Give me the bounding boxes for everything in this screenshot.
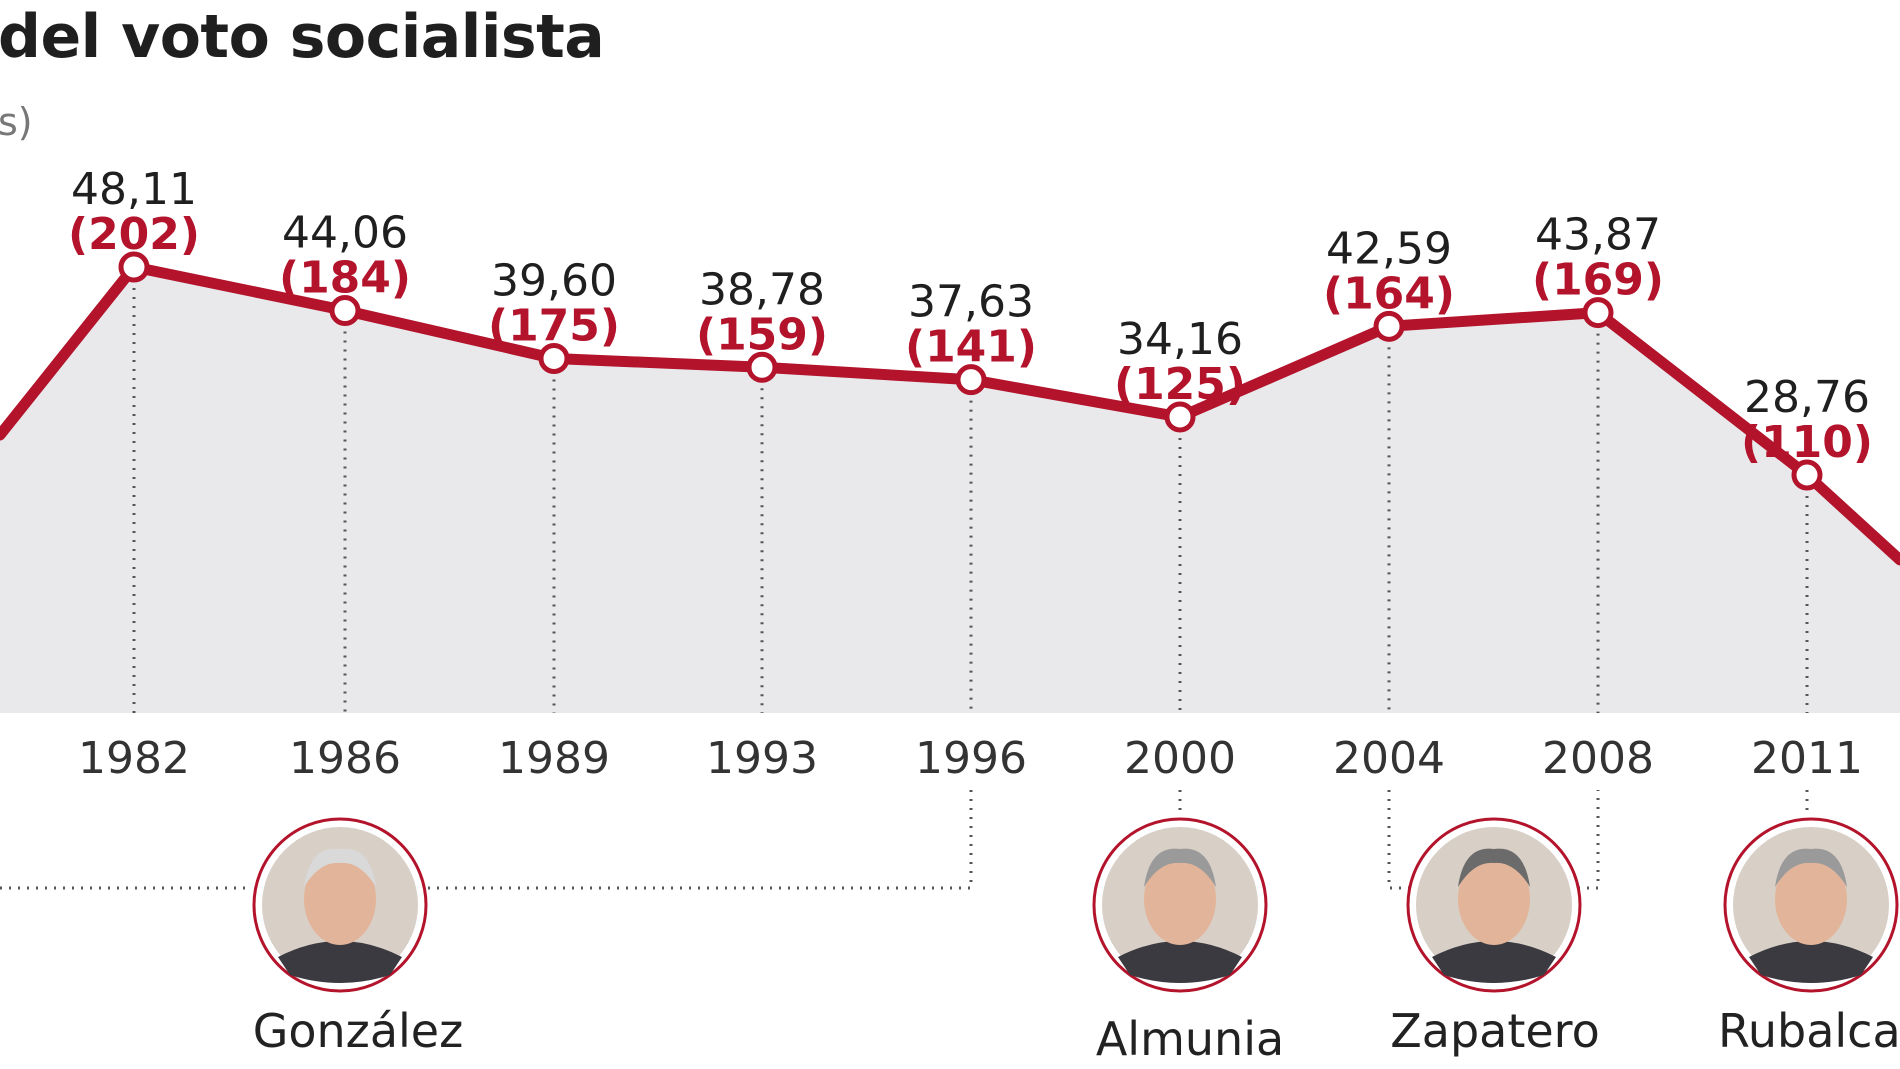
- seats-label-1996: (141): [905, 322, 1037, 373]
- value-label-1996: 37,63: [908, 277, 1034, 328]
- leader-name-gonzlez: González: [253, 1004, 464, 1058]
- year-label-1993: 1993: [706, 733, 818, 784]
- value-label-2008: 43,87: [1535, 210, 1661, 261]
- leader-name-zapatero: Zapatero: [1390, 1004, 1599, 1058]
- point-1989: [538, 342, 570, 374]
- seats-label-1989: (175): [488, 300, 620, 351]
- year-label-1989: 1989: [498, 733, 610, 784]
- point-1982: [118, 251, 150, 283]
- portrait-shoulders: [278, 941, 402, 983]
- leader-name-rubalcaba: Rubalcaba: [1718, 1004, 1900, 1058]
- portrait-gonzalez-icon: [252, 817, 428, 993]
- label-layer: 48,11(202) 1982 44,06(184) 1986 39,60(175) 19…: [68, 164, 1873, 784]
- chart-title: del voto socialista: [0, 2, 605, 72]
- line-layer: [0, 251, 1900, 566]
- chart-subtitle: s): [0, 100, 33, 144]
- guide-layer: [132, 279, 1809, 713]
- bracket-zapatero-right: [1578, 790, 1600, 890]
- portrait-hair: [1458, 848, 1530, 887]
- portrait-shoulders: [1749, 941, 1873, 983]
- seats-label-2011: (110): [1741, 417, 1873, 468]
- year-label-2004: 2004: [1333, 733, 1445, 784]
- year-label-2000: 2000: [1124, 733, 1236, 784]
- point-1986: [329, 295, 361, 327]
- point-1996: [955, 364, 987, 396]
- point-2008: [1582, 297, 1614, 329]
- portrait-head: [1458, 853, 1530, 945]
- seats-label-1982: (202): [68, 209, 200, 260]
- seats-label-1986: (184): [279, 253, 411, 304]
- portrait-head: [304, 853, 376, 945]
- portrait-hair: [1144, 848, 1216, 887]
- point-2011: [1791, 459, 1823, 491]
- portrait-hair: [1775, 848, 1847, 887]
- area-layer: [0, 267, 1900, 713]
- portrait-almunia-icon: [1092, 817, 1268, 993]
- value-label-2004: 42,59: [1326, 223, 1452, 274]
- portrait-hair: [304, 848, 376, 887]
- bracket-zapatero-left: [1387, 790, 1410, 890]
- value-label-2000: 34,16: [1117, 314, 1243, 365]
- portrait-shoulders: [1432, 941, 1556, 983]
- year-label-1996: 1996: [915, 733, 1027, 784]
- point-1993: [746, 351, 778, 383]
- seats-label-2008: (169): [1532, 255, 1664, 306]
- portrait-rubalcaba-icon: [1723, 817, 1899, 993]
- value-label-1989: 39,60: [491, 255, 617, 306]
- seats-label-2004: (164): [1323, 268, 1455, 319]
- year-label-2011: 2011: [1751, 733, 1863, 784]
- point-2000: [1164, 401, 1196, 433]
- value-label-1982: 48,11: [71, 164, 197, 215]
- portrait-head: [1144, 853, 1216, 945]
- portrait-head: [1775, 853, 1847, 945]
- area-fill: [0, 267, 1900, 713]
- year-label-2008: 2008: [1542, 733, 1654, 784]
- year-label-1986: 1986: [289, 733, 401, 784]
- portrait-shoulders: [1118, 941, 1242, 983]
- leader-name-almunia: Almunia: [1096, 1012, 1284, 1066]
- point-2004: [1373, 310, 1405, 342]
- value-label-1993: 38,78: [699, 264, 825, 315]
- value-label-2011: 28,76: [1744, 372, 1870, 423]
- year-label-1982: 1982: [78, 733, 190, 784]
- value-label-1986: 44,06: [282, 208, 408, 259]
- seats-label-1993: (159): [696, 309, 828, 360]
- portrait-zapatero-icon: [1406, 817, 1582, 993]
- leader-layer: González Almunia Zapatero Rubalcaba: [0, 790, 1900, 1066]
- seats-label-2000: (125): [1114, 359, 1246, 410]
- bracket-gonzalez-right: [428, 790, 973, 890]
